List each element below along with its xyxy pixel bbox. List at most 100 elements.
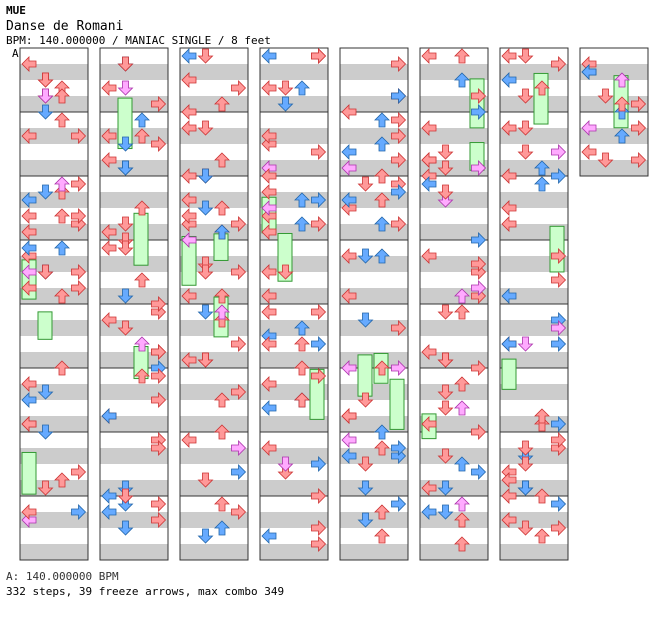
step-arrow-up (54, 360, 70, 376)
step-arrow-right (231, 464, 247, 480)
step-arrow-up (534, 488, 550, 504)
beat-stripe (340, 112, 408, 128)
step-arrow-right (311, 536, 327, 552)
chart-column-8 (579, 47, 649, 177)
beat-stripe (180, 384, 248, 400)
step-arrow-left (101, 408, 117, 424)
step-arrow-up (374, 216, 390, 232)
beat-stripe (420, 288, 488, 304)
step-arrow-down (197, 120, 214, 136)
column-border (179, 47, 249, 561)
step-arrow-left (261, 200, 277, 216)
step-arrow-down (117, 488, 134, 504)
step-arrow-left (421, 480, 437, 496)
beat-stripe (20, 144, 88, 160)
step-arrow-down (117, 160, 134, 176)
beat-stripe (180, 96, 248, 112)
step-arrow-right (311, 488, 327, 504)
step-arrow-up (454, 512, 470, 528)
step-arrow-up (454, 536, 470, 552)
bpm-marker: A (12, 47, 19, 60)
step-arrow-down (37, 72, 54, 88)
step-arrow-left (501, 200, 517, 216)
step-arrow-right (551, 496, 567, 512)
step-arrow-right (311, 368, 327, 384)
beat-stripe (420, 304, 488, 320)
freeze-arrow (389, 378, 405, 430)
step-arrow-down (117, 320, 134, 336)
step-arrow-right (471, 464, 487, 480)
step-arrow-left (181, 120, 197, 136)
site-brand: MUE (6, 4, 26, 17)
beat-stripe (260, 144, 328, 160)
step-arrow-down (517, 520, 534, 536)
beat-stripe (500, 128, 568, 144)
step-arrow-down (517, 48, 534, 64)
step-arrow-right (391, 112, 407, 128)
beat-stripe (100, 544, 168, 560)
freeze-arrow (469, 78, 485, 129)
chart-column-6 (419, 47, 489, 561)
beat-stripe (420, 128, 488, 144)
beat-stripe (420, 480, 488, 496)
beat-stripe (340, 304, 408, 320)
step-arrow-down (437, 352, 454, 368)
step-arrow-left (341, 448, 357, 464)
step-arrow-up (54, 208, 70, 224)
step-arrow-left (181, 288, 197, 304)
step-arrow-down (437, 480, 454, 496)
step-arrow-left (501, 168, 517, 184)
step-arrow-down (517, 456, 534, 472)
step-arrow-left (181, 104, 197, 120)
step-arrow-down (517, 440, 534, 456)
step-arrow-left (261, 224, 277, 240)
beat-stripe (100, 512, 168, 528)
step-arrow-down (357, 312, 374, 328)
step-arrow-right (151, 368, 167, 384)
beat-stripe (100, 480, 168, 496)
step-arrow-left (341, 192, 357, 208)
beat-stripe (500, 544, 568, 560)
step-arrow-up (374, 360, 390, 376)
beat-stripe (580, 144, 648, 160)
step-arrow-up (374, 504, 390, 520)
step-arrow-left (101, 128, 117, 144)
step-arrow-right (631, 96, 647, 112)
beat-stripe (500, 416, 568, 432)
step-arrow-down (597, 152, 614, 168)
beat-stripe (420, 352, 488, 368)
step-arrow-down (37, 88, 54, 104)
beat-stripe (500, 528, 568, 544)
freeze-arrow (533, 72, 549, 125)
step-arrow-right (471, 424, 487, 440)
step-arrow-right (231, 440, 247, 456)
beat-stripe (420, 320, 488, 336)
beat-stripe (260, 128, 328, 144)
step-arrow-left (261, 376, 277, 392)
column-border (259, 47, 329, 561)
step-arrow-down (517, 120, 534, 136)
step-arrow-down (117, 56, 134, 72)
step-arrow-right (391, 216, 407, 232)
step-arrow-left (261, 400, 277, 416)
beat-stripe (180, 112, 248, 128)
step-arrow-up (454, 304, 470, 320)
step-arrow-left (101, 240, 117, 256)
step-arrow-up (294, 320, 310, 336)
beat-stripe (420, 528, 488, 544)
beat-stripe (420, 544, 488, 560)
beat-stripe (100, 80, 168, 96)
beat-stripe (20, 528, 88, 544)
beat-stripe (100, 176, 168, 192)
column-border (579, 47, 649, 177)
step-arrow-up (614, 72, 630, 88)
beat-stripe (180, 176, 248, 192)
beat-stripe (420, 48, 488, 64)
step-arrow-left (101, 152, 117, 168)
step-arrow-up (54, 176, 70, 192)
step-arrow-left (101, 488, 117, 504)
beat-stripe (340, 176, 408, 192)
step-arrow-right (311, 144, 327, 160)
beat-stripe (340, 272, 408, 288)
beat-stripe (260, 480, 328, 496)
